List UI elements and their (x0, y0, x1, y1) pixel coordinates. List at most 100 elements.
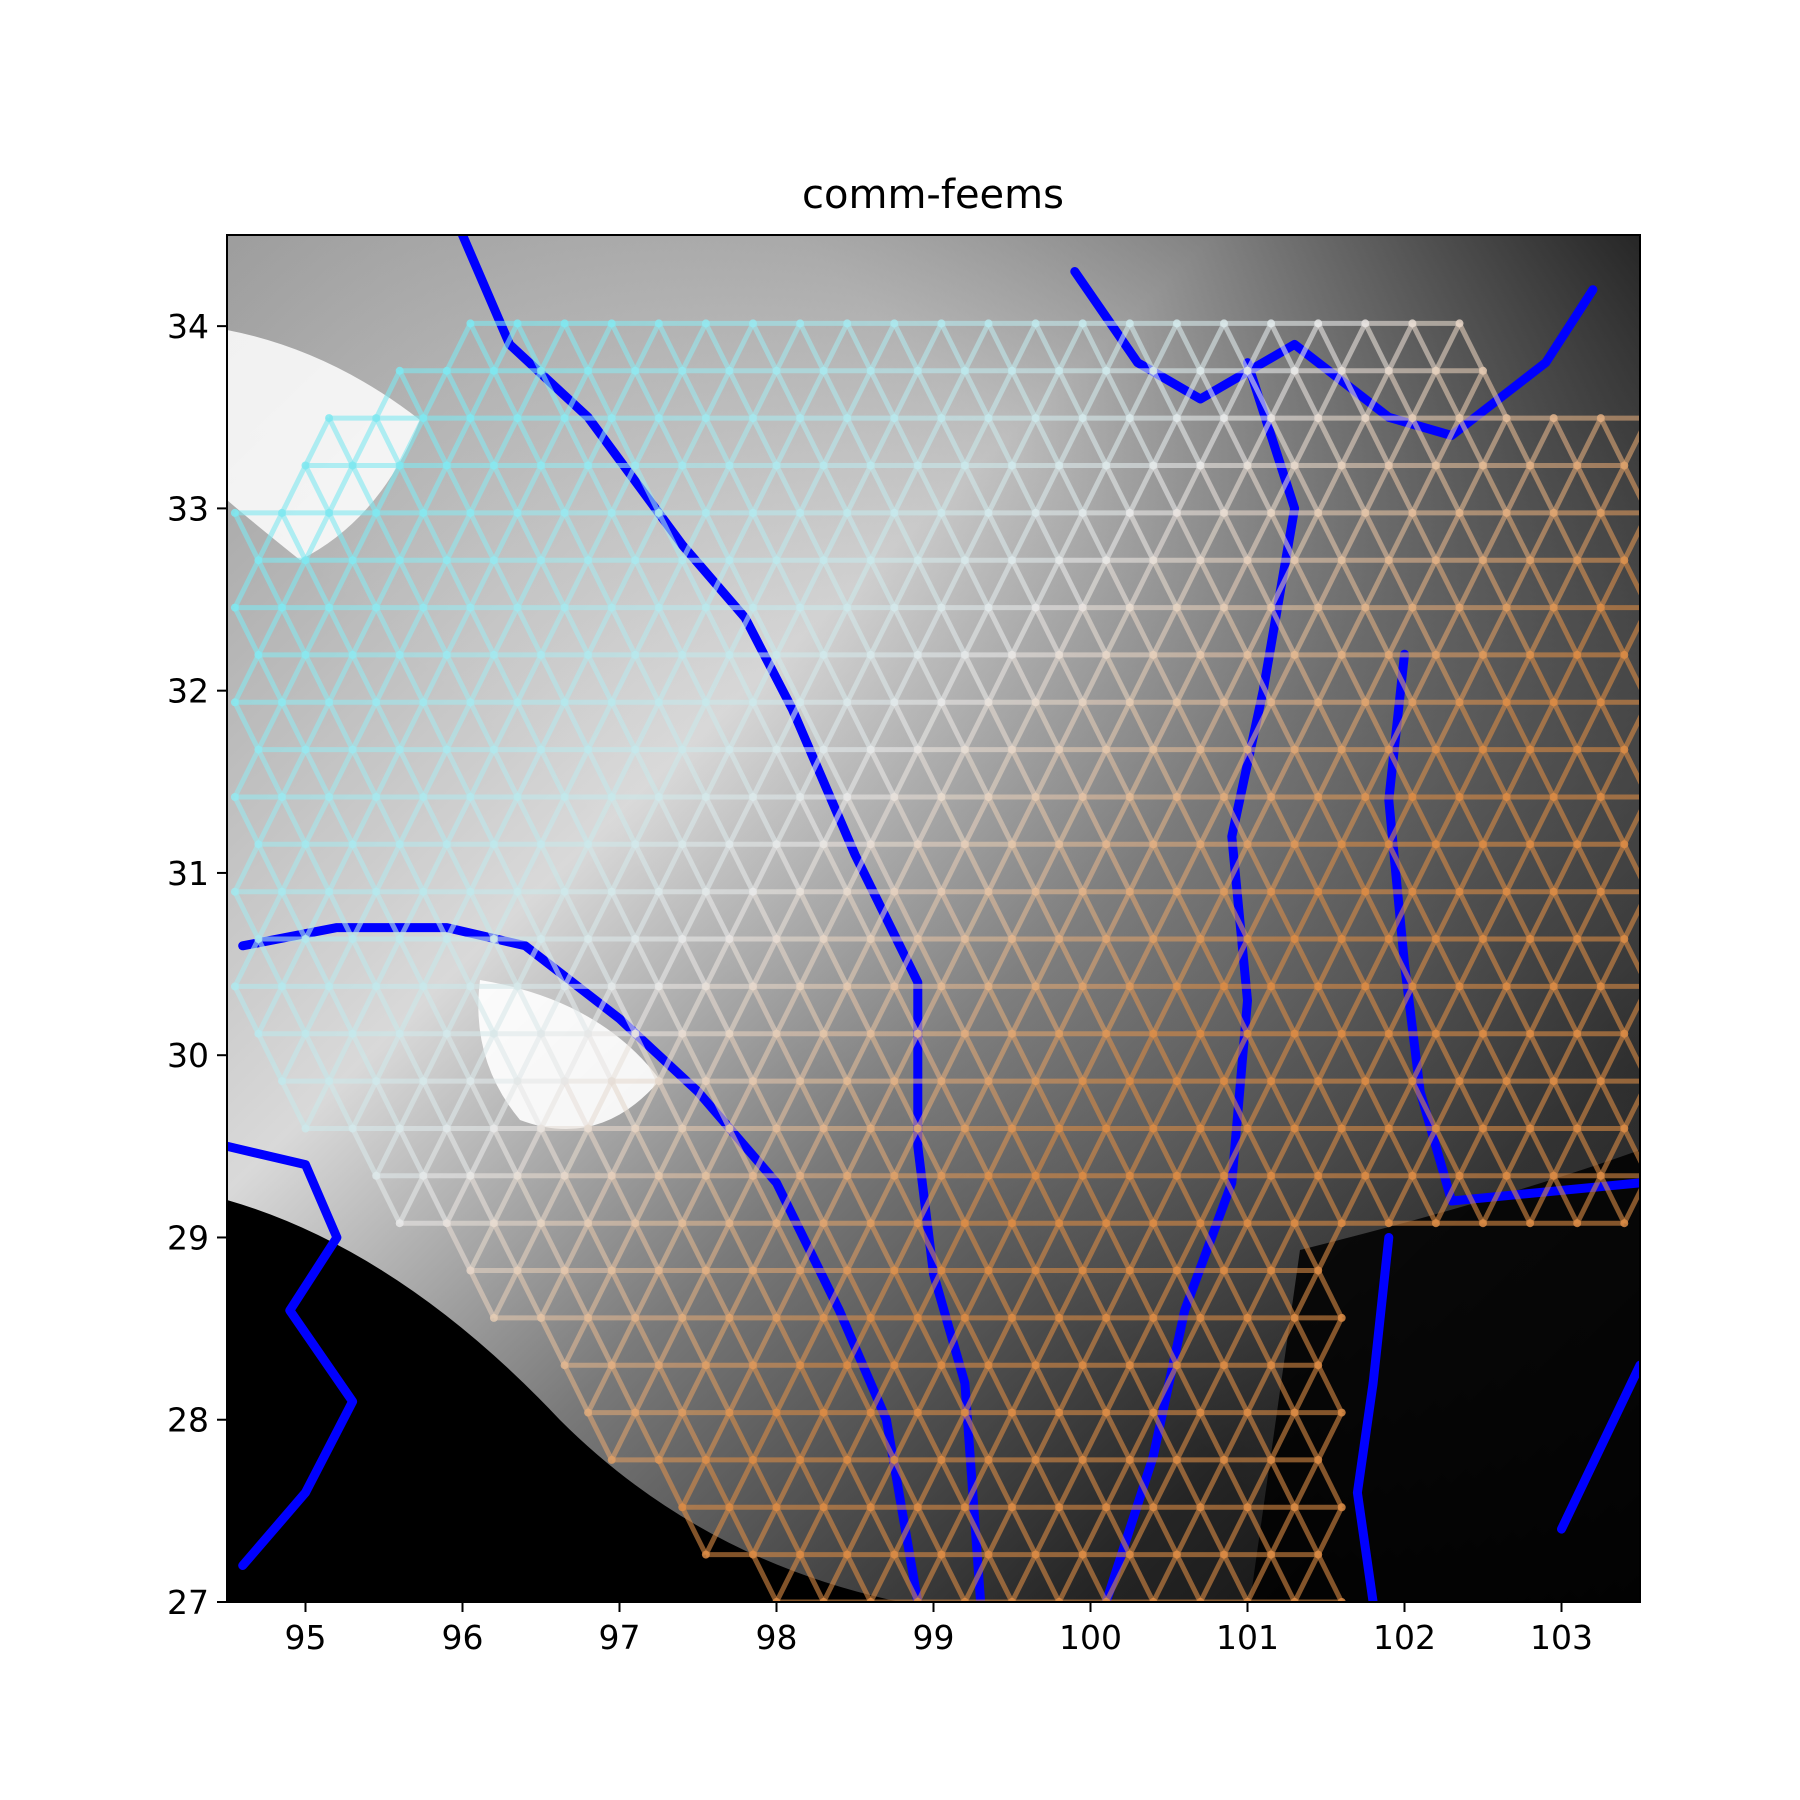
lattice-node (678, 366, 687, 375)
x-tick-label: 101 (1216, 1618, 1279, 1657)
lattice-node (513, 319, 522, 328)
lattice-edge (1457, 843, 1486, 893)
lattice-node (1196, 1503, 1205, 1512)
lattice-node (1102, 1124, 1111, 1133)
lattice-edge (1292, 369, 1321, 420)
lattice-node (1361, 1171, 1370, 1180)
lattice-node (1408, 508, 1417, 517)
lattice-edge (562, 1174, 591, 1225)
lattice-edge (538, 369, 567, 420)
lattice-edge (1033, 464, 1062, 515)
lattice-node (1220, 1455, 1228, 1464)
lattice-node (1290, 935, 1299, 943)
lattice-node (560, 603, 569, 612)
lattice-node (1337, 840, 1346, 849)
lattice-edge (774, 1127, 803, 1177)
lattice-edge (491, 843, 520, 893)
lattice-edge (444, 890, 473, 941)
lattice-edge (1103, 511, 1133, 562)
lattice-edge (1033, 1316, 1062, 1367)
lattice-node (631, 745, 640, 754)
lattice-edge (656, 1411, 685, 1462)
lattice-edge (1386, 416, 1415, 467)
lattice-node (466, 414, 475, 423)
lattice-edge (538, 795, 567, 846)
lattice-node (466, 982, 475, 991)
lattice-edge (1033, 748, 1062, 799)
lattice-node (1102, 1219, 1111, 1228)
lattice-node (654, 982, 663, 991)
lattice-node (749, 1361, 757, 1370)
lattice-node (890, 1550, 899, 1559)
lattice-edge (868, 701, 897, 751)
lattice-node (1314, 1266, 1323, 1275)
lattice-node (1408, 982, 1417, 991)
lattice-edge (515, 464, 544, 515)
lattice-node (796, 1361, 805, 1370)
lattice-node (796, 887, 805, 896)
lattice-node (537, 556, 545, 565)
lattice-edge (1292, 985, 1321, 1035)
lattice-edge (1410, 795, 1439, 846)
lattice-edge (727, 1364, 756, 1414)
lattice-edge (1457, 1079, 1486, 1130)
lattice-node (537, 1124, 545, 1133)
lattice-edge (1127, 464, 1156, 515)
lattice-node (1502, 603, 1511, 612)
lattice-edge (279, 701, 308, 751)
lattice-edge (797, 1174, 826, 1225)
lattice-node (1290, 1124, 1299, 1133)
lattice-edge (326, 701, 355, 751)
lattice-edge (750, 937, 779, 988)
lattice-edge (986, 606, 1015, 657)
lattice-edge (868, 416, 897, 467)
lattice-edge (962, 369, 991, 420)
lattice-edge (868, 1079, 897, 1130)
lattice-edge (915, 369, 944, 420)
lattice-edge (1080, 795, 1109, 846)
lattice-node (1479, 745, 1487, 754)
lattice-node (1220, 1361, 1228, 1370)
lattice-edge (939, 701, 968, 751)
lattice-edge (821, 1364, 850, 1414)
lattice-node (560, 887, 569, 896)
lattice-node (890, 319, 899, 328)
lattice-edge (1080, 1032, 1109, 1083)
lattice-edge (962, 1316, 991, 1367)
lattice-edge (1410, 1174, 1439, 1225)
lattice-node (749, 793, 757, 801)
lattice-edge (1103, 416, 1133, 467)
lattice-node (489, 366, 498, 375)
lattice-edge (797, 890, 826, 941)
lattice-edge (844, 1032, 873, 1083)
lattice-edge (1292, 653, 1321, 704)
lattice-edge (1009, 653, 1038, 704)
lattice-node (960, 366, 969, 375)
lattice-edge (1622, 807, 1640, 846)
lattice-edge (1151, 937, 1180, 988)
lattice-edge (562, 937, 591, 988)
lattice-node (513, 1266, 522, 1275)
lattice-node (1172, 1455, 1181, 1464)
lattice-edge (1292, 322, 1321, 372)
lattice-edge (727, 1079, 756, 1130)
lattice-node (560, 414, 569, 423)
y-tick-label: 34 (167, 307, 209, 346)
lattice-edge (421, 748, 450, 799)
lattice-edge (1433, 1127, 1462, 1177)
lattice-edge (232, 606, 261, 657)
lattice-edge (1056, 748, 1085, 799)
lattice-edge (1339, 369, 1368, 420)
lattice-edge (915, 1411, 944, 1462)
lattice-edge (656, 464, 685, 515)
lattice-edge (1198, 1174, 1227, 1225)
lattice-edge (844, 748, 873, 799)
lattice-node (701, 1077, 710, 1086)
lattice-edge (892, 1553, 921, 1602)
lattice-node (1008, 840, 1016, 849)
lattice-edge (797, 748, 826, 799)
lattice-edge (515, 1174, 544, 1225)
river (458, 235, 986, 1602)
lattice-edge (1174, 1506, 1203, 1556)
lattice-edge (680, 559, 709, 609)
